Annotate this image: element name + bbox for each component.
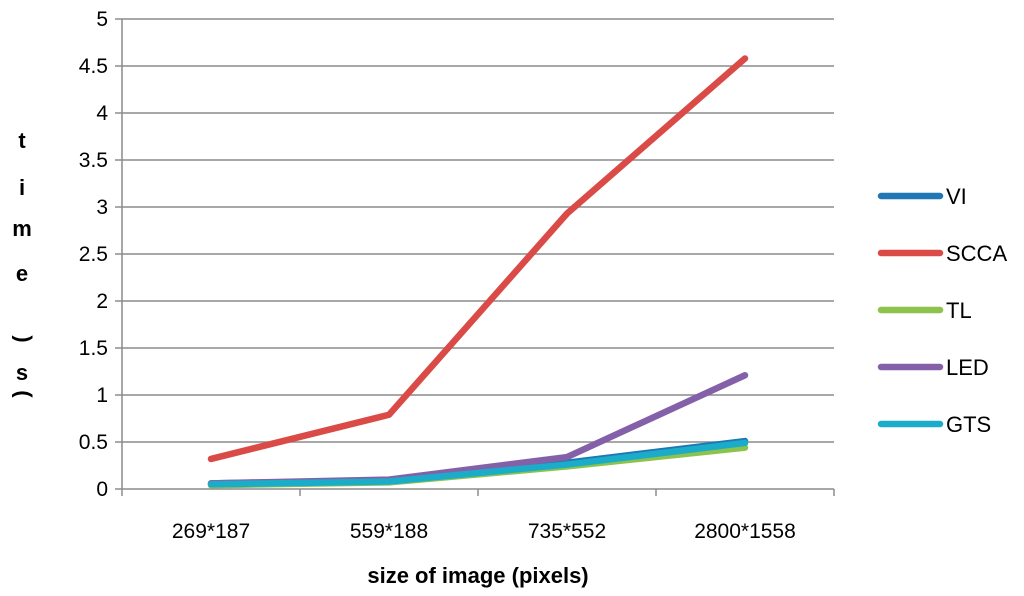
y-tick-label: 3: [96, 196, 108, 219]
y-axis-title-char: (: [8, 335, 33, 343]
gridlines: [115, 18, 835, 496]
y-tick-label: 2: [96, 290, 108, 313]
y-tick-label: 5: [96, 8, 108, 31]
y-axis-title-char: ): [8, 390, 33, 397]
x-tick-labels: 269*187 559*188 735*552 2800*1558: [172, 520, 796, 543]
y-axis-title-char: s: [16, 360, 28, 385]
legend-label-gts: GTS: [946, 412, 991, 437]
y-tick-label: 1: [96, 384, 108, 407]
x-axis-title: size of image (pixels): [367, 563, 588, 588]
series-line-led: [207, 372, 749, 487]
y-axis-title-char: t: [18, 128, 26, 153]
y-axis-title-char: e: [16, 261, 28, 286]
y-tick-label: 4.5: [79, 55, 108, 78]
axes: [121, 19, 834, 490]
y-axis-title-char: i: [19, 175, 25, 200]
legend: VI SCCA TL LED GTS: [877, 184, 1007, 437]
x-tick-label: 269*187: [172, 520, 250, 543]
x-tick-label: 2800*1558: [694, 520, 796, 543]
legend-label-scca: SCCA: [946, 241, 1007, 266]
y-tick-label: 0: [96, 478, 108, 501]
legend-label-led: LED: [946, 355, 989, 380]
series-line-gts: [207, 439, 749, 488]
y-tick-label: 4: [96, 102, 108, 125]
y-tick-labels: 0 0.5 1 1.5 2 2.5 3 3.5 4 4.5 5: [79, 8, 109, 501]
y-tick-label: 1.5: [79, 337, 108, 360]
y-tick-label: 0.5: [79, 431, 108, 454]
legend-label-tl: TL: [946, 298, 972, 323]
series-lines: [207, 55, 749, 489]
series-line-scca: [207, 55, 749, 463]
y-tick-label: 2.5: [79, 243, 108, 266]
x-tick-label: 559*188: [350, 520, 428, 543]
y-tick-label: 3.5: [79, 149, 108, 172]
x-tick-label: 735*552: [528, 520, 606, 543]
legend-label-vi: VI: [946, 184, 967, 209]
y-axis-title-char: m: [12, 216, 32, 241]
